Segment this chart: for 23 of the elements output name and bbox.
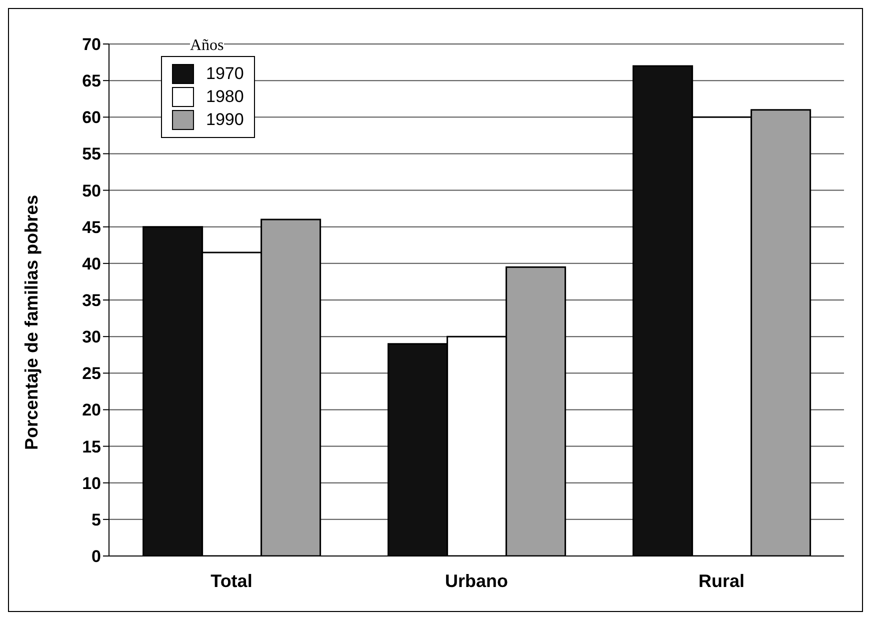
y-tick-label: 10	[82, 474, 101, 493]
y-tick-label: 65	[82, 72, 101, 91]
y-tick-label: 55	[82, 144, 101, 164]
y-tick-label: 30	[82, 328, 101, 347]
x-tick-label: Urbano	[445, 570, 508, 591]
y-tick-label: 40	[82, 254, 101, 274]
x-tick-label: Total	[210, 570, 252, 591]
y-tick-label: 0	[92, 547, 101, 566]
y-tick-label: 35	[82, 291, 101, 310]
y-tick-label: 15	[82, 437, 101, 456]
y-axis-title: Porcentaje de familias pobres	[21, 194, 42, 450]
x-tick-label: Rural	[698, 570, 745, 591]
y-tick-label: 5	[92, 510, 101, 530]
legend-title: Años	[190, 37, 224, 55]
y-tick-label: 20	[82, 400, 101, 420]
legend-label: 1970	[206, 64, 244, 84]
y-tick-label: 25	[82, 364, 101, 384]
y-tick-label: 60	[82, 108, 101, 128]
legend-label: 1990	[206, 110, 244, 130]
y-tick-label: 45	[82, 218, 101, 237]
legend-label: 1980	[206, 87, 244, 107]
y-tick-label: 50	[82, 181, 101, 200]
y-tick-label: 70	[82, 35, 101, 54]
